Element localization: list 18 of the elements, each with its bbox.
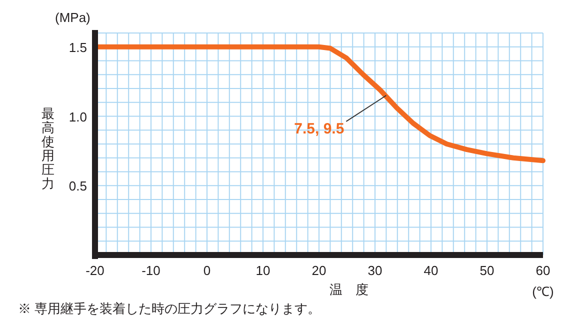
- x-axis-title: 温 度: [330, 282, 368, 297]
- text: (℃): [532, 284, 554, 299]
- y-tick-label: 0.5: [68, 178, 87, 194]
- y-tick-label: 1.5: [68, 40, 87, 55]
- x-tick-label: 40: [424, 263, 438, 278]
- x-tick-label: 60: [536, 263, 550, 278]
- annotation: 7.5, 9.5: [294, 120, 344, 138]
- text: ※ 専用継手を装着した時の圧力グラフになります。: [18, 301, 321, 316]
- x-tick-label: 10: [256, 263, 270, 278]
- x-tick-label: 30: [368, 263, 382, 278]
- x-tick-label: 0: [203, 263, 211, 278]
- text: (MPa): [55, 10, 90, 25]
- x-tick-label: -20: [86, 263, 104, 278]
- x-tick-label: 20: [312, 263, 326, 278]
- y-tick-label: 1.0: [68, 109, 87, 124]
- y-axis-title: 最高使用圧力: [42, 106, 54, 191]
- x-tick-label: -10: [142, 263, 160, 278]
- x-tick-label: 50: [480, 263, 494, 278]
